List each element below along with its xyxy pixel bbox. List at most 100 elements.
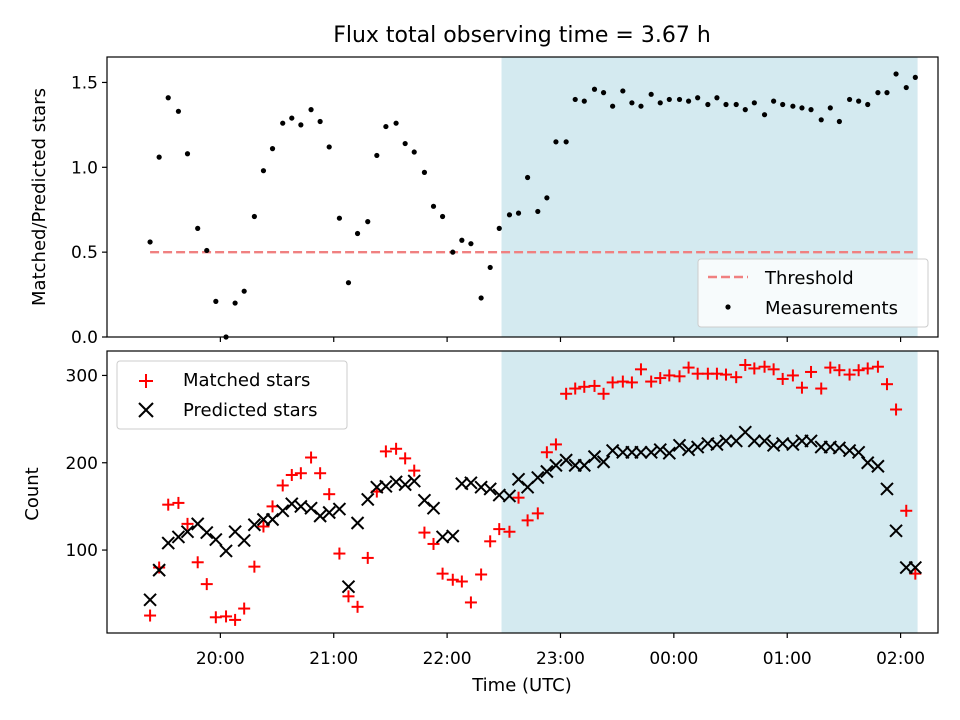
matched-stars-point — [257, 520, 270, 533]
measurement-point — [808, 107, 814, 113]
measurement-point — [525, 174, 531, 181]
measurement-point — [563, 139, 569, 145]
legend-matched-label: Matched stars — [183, 370, 310, 391]
measurement-point — [544, 195, 550, 201]
matched-stars-point — [569, 382, 582, 395]
predicted-stars-point — [341, 580, 356, 594]
matched-stars-point — [512, 491, 525, 504]
measurement-point — [289, 115, 295, 121]
predicted-stars-point — [634, 445, 648, 459]
predicted-stars-point — [152, 563, 166, 577]
measurement-point — [723, 101, 729, 108]
measurement-point — [165, 95, 171, 101]
predicted-stars-point — [596, 455, 611, 469]
legend-box — [116, 360, 348, 430]
predicted-stars-point — [719, 434, 733, 448]
measurement-point — [260, 168, 267, 174]
matched-stars-point — [634, 363, 647, 376]
measurement-point — [365, 219, 371, 225]
predicted-stars-point — [672, 438, 687, 452]
matched-stars-point — [361, 551, 374, 564]
measurement-point — [535, 208, 541, 215]
xtick-label: 22:00 — [423, 649, 472, 669]
predicted-stars-point — [832, 441, 847, 455]
matched-stars-point — [748, 362, 761, 375]
legend-predicted-swatch — [138, 402, 154, 418]
matched-stars-point — [549, 438, 562, 451]
legend-predicted-label: Predicted stars — [183, 400, 317, 421]
xtick-label: 00:00 — [649, 649, 698, 669]
matched-stars-point — [294, 467, 307, 480]
matched-stars-point — [890, 403, 903, 416]
matched-stars-point — [379, 445, 392, 458]
ratio-ytick-label: 1.5 — [71, 73, 98, 93]
measurement-point — [884, 90, 890, 96]
panel-counts: 100 200 300 20:00 21:00 22:00 23:00 00:00 01:00… — [22, 350, 939, 696]
matched-stars-point — [220, 610, 233, 623]
measurement-point — [836, 118, 842, 125]
panel-counts-highlight-span — [501, 351, 918, 633]
count-ytick-label: 200 — [66, 454, 98, 474]
predicted-stars-point — [350, 516, 365, 530]
matched-stars-point — [399, 452, 412, 465]
matched-stars-point — [314, 467, 327, 480]
predicted-stars-point — [908, 560, 923, 575]
matched-stars-point — [342, 590, 355, 603]
matched-stars-point — [682, 361, 695, 374]
predicted-stars-point — [483, 482, 497, 496]
measurement-point — [468, 241, 474, 247]
matched-stars-point — [191, 556, 204, 569]
matched-stars-point — [833, 364, 846, 377]
matched-stars-point — [645, 375, 658, 388]
matched-stars-point — [625, 376, 638, 389]
matched-stars-point — [172, 496, 185, 509]
matched-stars-point — [229, 613, 242, 626]
measurement-point — [383, 123, 389, 130]
measurement-point — [213, 298, 219, 304]
measurement-point — [439, 213, 446, 220]
measurement-point — [581, 98, 587, 104]
predicted-stars-point — [237, 533, 251, 548]
predicted-stars-point — [446, 529, 460, 543]
measurement-point — [506, 212, 513, 218]
panel-ratio: 0.0 0.5 1.0 1.5 Matched/Predicted stars Thr… — [29, 56, 939, 348]
count-ytick-label: 300 — [66, 366, 98, 386]
chart-title: Flux total observing time = 3.67 h — [333, 23, 711, 48]
matched-stars-point — [540, 446, 553, 459]
measurement-point — [846, 96, 853, 103]
measurement-point — [600, 90, 607, 96]
predicted-stars-point — [549, 458, 563, 473]
matched-stars-point — [521, 514, 534, 527]
matched-stars-point — [786, 369, 799, 382]
matched-stars-point — [427, 537, 440, 550]
measurement-point — [553, 139, 559, 145]
measurement-point — [374, 152, 380, 159]
measurement-point — [685, 98, 692, 104]
predicted-stars-point — [681, 442, 696, 457]
matched-stars-point — [663, 369, 676, 382]
measurement-point — [280, 120, 286, 126]
matched-stars-point — [436, 567, 449, 580]
measurement-point — [629, 100, 635, 106]
predicted-stars-point — [180, 525, 195, 539]
matched-stars-point — [805, 365, 818, 378]
matched-stars-point — [446, 573, 459, 586]
measurement-point — [648, 91, 654, 97]
measurement-point — [298, 122, 304, 128]
measurement-point — [657, 100, 663, 106]
matched-stars-point — [691, 367, 704, 380]
xtick-label: 21:00 — [309, 649, 358, 669]
matched-stars-point — [464, 596, 477, 609]
predicted-stars-point — [540, 464, 554, 479]
predicted-stars-point — [662, 446, 677, 460]
matched-stars-point — [144, 609, 157, 622]
predicted-stars-point — [464, 476, 478, 490]
measurement-point — [450, 249, 456, 255]
measurement-point — [893, 71, 899, 77]
panel-counts-ylabel: Count — [22, 467, 43, 520]
measurement-point — [638, 103, 644, 109]
matched-stars-point — [276, 479, 289, 492]
predicted-stars-point — [531, 470, 545, 485]
count-ytick-label: 100 — [66, 541, 98, 561]
predicted-stars-point — [398, 477, 412, 492]
